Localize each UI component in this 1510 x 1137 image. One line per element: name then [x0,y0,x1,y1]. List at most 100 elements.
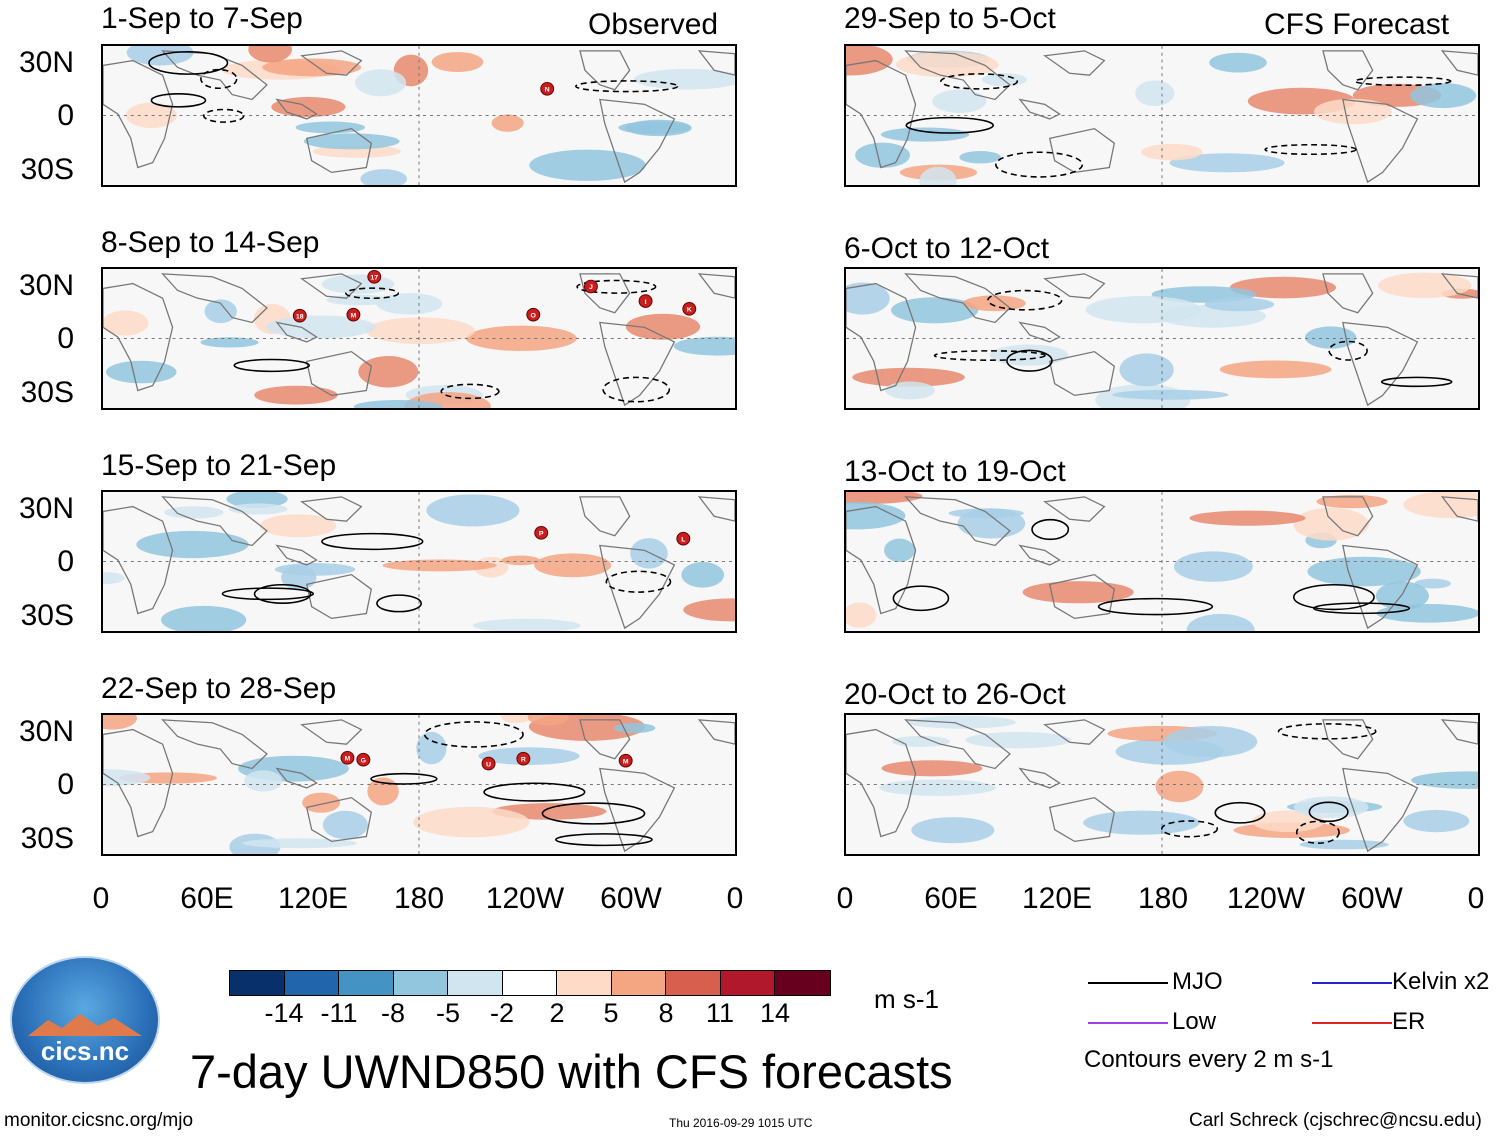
storm-label: R [521,757,526,764]
coastline [1018,98,1061,120]
westerly-anomaly [1316,494,1388,509]
panel-title-1: 1-Sep to 7-Sep [101,2,303,35]
coastline [697,496,735,522]
storm-label: M [351,312,357,319]
easterly-anomaly [989,344,1069,366]
lat-label: 30S [20,153,74,186]
easterly-anomaly [932,89,987,114]
easterly-anomaly [326,294,392,306]
westerly-anomaly [846,492,923,504]
storm-marker: M [346,307,361,322]
coastline [579,273,631,314]
coastline [103,505,174,615]
storm-symbol [356,752,371,767]
mjo-contour-positive [233,358,310,373]
panel-title-7: 13-Oct to 19-Oct [844,455,1066,488]
colorbar-tick: 8 [658,998,674,1028]
colorbar-tick: 14 [759,998,791,1028]
colorbar-swatch [502,971,557,995]
coastline [904,496,1011,547]
easterly-anomaly [103,572,125,585]
colorbar-tick: -11 [320,998,358,1028]
map-svg-4: M GUR M [103,715,735,854]
storm-label: M [345,756,351,763]
storm-symbol [540,81,555,96]
easterly-anomaly [355,69,407,97]
lon-label: 60W [1341,882,1403,915]
cics-logo: cics.nc [10,956,160,1084]
storm-label: O [531,312,537,319]
easterly-anomaly [1304,326,1357,349]
mjo-contour-positive [555,833,653,847]
lat-label: 30N [18,269,74,302]
easterly-anomaly [426,494,520,527]
colorbar-swatch [393,971,448,995]
easterly-anomaly [1414,578,1451,589]
mjo-contour-positive [483,782,586,802]
mjo-contour-negative [1277,723,1377,740]
lon-label: 180 [1137,882,1189,915]
mjo-contour-negative [602,376,671,403]
legend-kelvin: Kelvin x2 [1392,968,1490,995]
colorbar-tick: -14 [264,998,304,1028]
mjo-contour-positive [541,802,646,825]
contour-note: Contours every 2 m s-1 [1084,1046,1334,1073]
westerly-anomaly [1314,98,1392,125]
easterly-anomaly [105,360,177,384]
legend-mjo: MJO [1172,968,1223,995]
westerly-anomaly [1219,360,1332,379]
storm-symbol [638,294,653,308]
storm-label: 17 [370,275,378,282]
storm-label: U [486,761,491,768]
legend-er: ER [1392,1008,1426,1035]
easterly-anomaly [416,731,447,765]
storm-label: K [687,307,692,314]
easterly-anomaly [855,142,910,168]
coastline [697,273,735,299]
coastline [1322,50,1374,91]
panel-title-2: 8-Sep to 14-Sep [101,226,320,259]
easterly-anomaly [244,770,283,792]
westerly-anomaly [254,385,338,405]
mjo-contour-positive [1006,349,1053,372]
coastline [1342,321,1419,407]
coastline [1048,350,1116,397]
coastline [161,50,268,101]
storm-label: M [623,758,629,765]
westerly-anomaly [625,313,701,340]
easterly-anomaly [891,297,979,324]
westerly-anomaly [1155,770,1204,803]
footer-author: Carl Schreck (cjschrec@ncsu.edu) [1189,1110,1482,1131]
coastline [846,728,917,838]
storm-label: J [589,284,593,291]
easterly-anomaly [1083,810,1200,835]
storm-marker: M [340,750,355,765]
easterly-anomaly [673,336,735,356]
storm-marker: G [356,752,371,767]
easterly-anomaly [321,274,395,294]
easterly-anomaly [376,293,443,315]
map-svg-1: N [103,46,735,185]
coastline [599,321,676,407]
storm-label: 18 [296,313,304,320]
mjo-contour-negative [202,108,245,123]
colorbar-swatch [666,971,721,995]
map-panel-5 [844,44,1480,187]
lon-label: 120E [277,882,349,915]
storm-symbol [583,279,598,294]
footer-timestamp: Thu 2016-09-29 1015 UTC [669,1116,813,1130]
coastline [275,767,318,789]
storm-marker: 17 [367,269,382,284]
mjo-contour-positive [1214,801,1266,824]
easterly-anomaly [613,722,656,734]
coastline [103,59,174,169]
observed-label: Observed [588,8,719,41]
map-svg-8 [846,715,1478,854]
mjo-contour-positive [148,50,229,75]
lon-label: 0 [726,882,744,915]
map-panel-6 [844,267,1480,410]
westerly-anomaly [527,715,569,726]
storm-symbol [676,531,691,546]
legend-line-low [1088,1022,1168,1024]
lon-label: 60W [600,882,662,915]
